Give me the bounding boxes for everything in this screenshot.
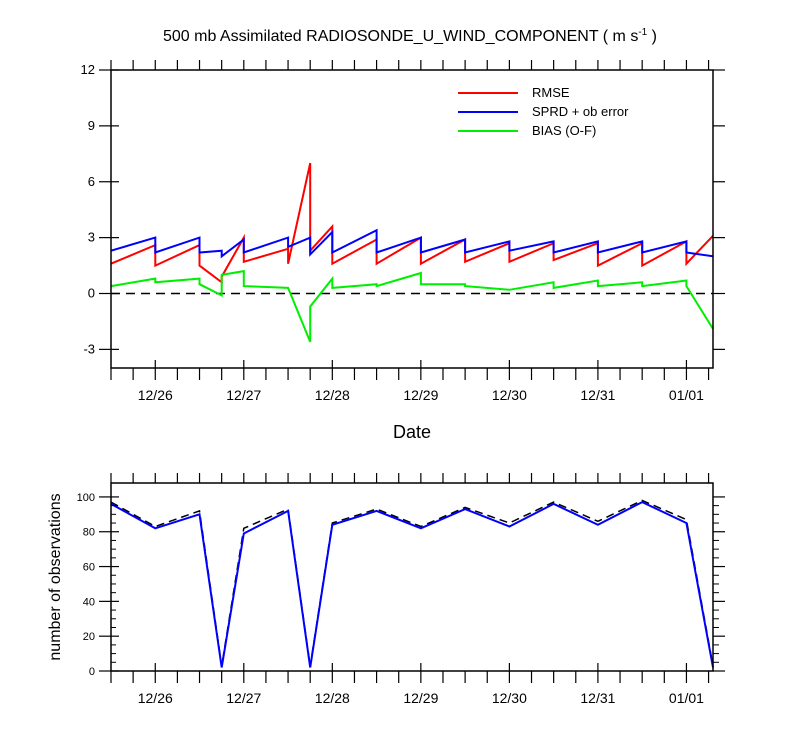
bottom-ytick-label: 100: [77, 492, 95, 504]
legend-bias-label: BIAS (O-F): [532, 123, 596, 138]
bottom-ytick-label: 60: [83, 562, 95, 574]
bottom-series-group: [110, 499, 714, 668]
bottom-ytick-label: 20: [83, 631, 95, 643]
top-ytick-label: 12: [81, 62, 95, 77]
top-plot-frame: [110, 69, 714, 369]
top-xtick-label: 01/01: [669, 387, 704, 403]
bottom-ytick-label: 80: [83, 527, 95, 539]
top-xtick-label: 12/26: [138, 387, 173, 403]
top-ticks-group: -3 0 3 6 9 12 12/26 12/27 12/28 12/29 12/30 12/31 01…: [81, 60, 725, 403]
top-ytick-label: 6: [88, 174, 95, 189]
chart-title: 500 mb Assimilated RADIOSONDE_U_WIND_COM…: [163, 27, 657, 45]
bottom-xtick-label: 12/26: [138, 690, 173, 706]
bottom-ticks-group: 0 20 40 60 80 100 12/26 12/27 12/28 12/29 12/30 12/…: [77, 473, 725, 706]
top-xtick-label: 12/30: [492, 387, 527, 403]
top-plot-area: -3 0 3 6 9 12 12/26 12/27 12/28 12/29 12/30 12/31 01…: [81, 60, 725, 403]
top-ytick-label: 0: [88, 286, 95, 301]
top-ytick-label: 9: [88, 118, 95, 133]
legend: RMSE SPRD + ob error BIAS (O-F): [458, 85, 629, 138]
top-x-axis-label: Date: [393, 422, 431, 442]
top-xtick-label: 12/29: [403, 387, 438, 403]
legend-rmse-label: RMSE: [532, 85, 570, 100]
top-ytick-label: 3: [88, 230, 95, 245]
top-xtick-label: 12/27: [226, 387, 261, 403]
bottom-plot-area: 0 20 40 60 80 100 12/26 12/27 12/28 12/29 12/30 12/…: [77, 473, 725, 706]
top-xtick-label: 12/31: [580, 387, 615, 403]
bottom-xtick-label: 12/28: [315, 690, 350, 706]
bottom-xtick-label: 12/30: [492, 690, 527, 706]
bottom-ytick-label: 0: [89, 666, 95, 678]
bottom-xtick-label: 12/31: [580, 690, 615, 706]
top-ytick-label: -3: [83, 341, 95, 356]
legend-sprd-label: SPRD + ob error: [532, 104, 629, 119]
bottom-xtick-label: 12/29: [403, 690, 438, 706]
bottom-xtick-label: 01/01: [669, 690, 704, 706]
bottom-ytick-label: 40: [83, 596, 95, 608]
top-series-0-line: [110, 162, 714, 285]
top-series-2-line: [110, 269, 714, 343]
bottom-y-axis-label: number of observations: [47, 493, 64, 660]
top-xtick-label: 12/28: [315, 387, 350, 403]
top-series-1-line: [110, 228, 714, 259]
bottom-plot-frame: [110, 482, 714, 672]
bottom-xtick-label: 12/27: [226, 690, 261, 706]
top-series-group: [110, 162, 714, 343]
bottom-series-1-line: [110, 500, 714, 668]
